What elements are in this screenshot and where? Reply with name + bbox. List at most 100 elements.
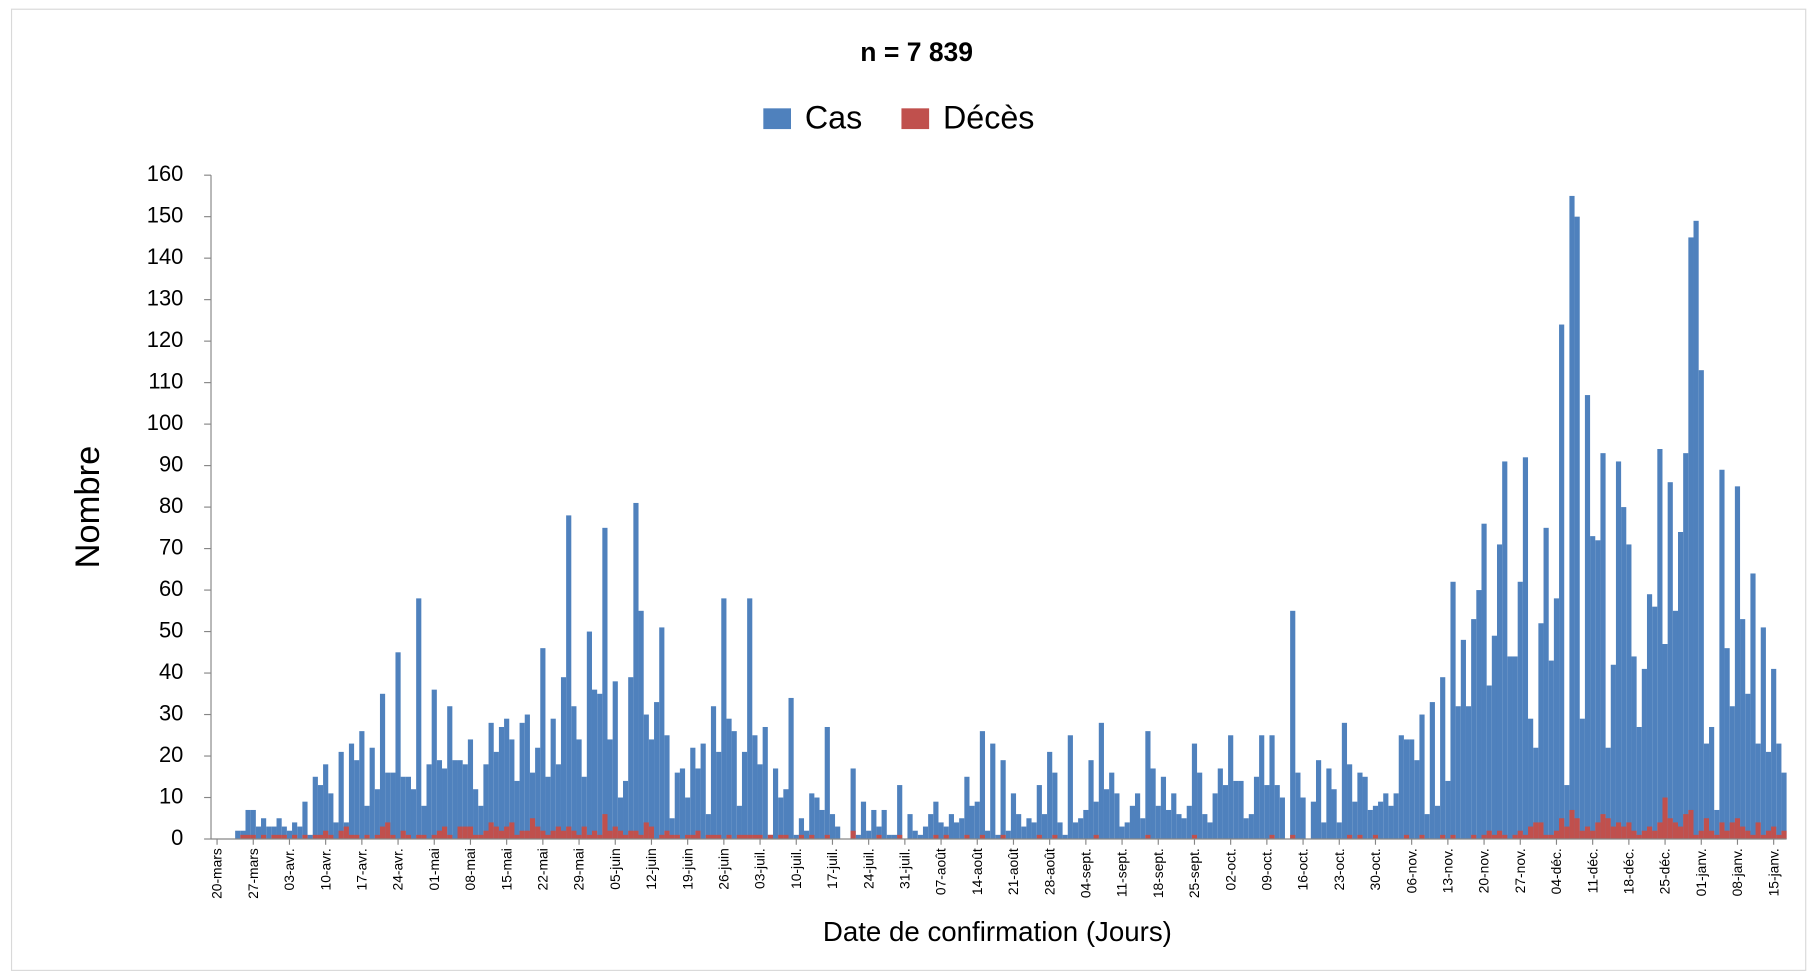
- bar: [555, 826, 561, 840]
- bar: [385, 822, 391, 840]
- bar: [271, 834, 277, 840]
- bar: [1000, 834, 1006, 840]
- bar: [1636, 726, 1642, 840]
- bar: [648, 739, 655, 840]
- bar: [1765, 830, 1772, 840]
- bar: [1212, 793, 1218, 840]
- bar: [1067, 735, 1073, 840]
- bar: [1295, 772, 1301, 840]
- bar: [348, 743, 355, 840]
- bar: [323, 764, 329, 840]
- bar: [824, 726, 830, 840]
- bar: [369, 747, 375, 840]
- bar: [457, 760, 463, 840]
- bar: [535, 826, 541, 840]
- bar: [250, 809, 256, 840]
- x-tick-label: 31-juil.: [896, 848, 912, 889]
- bar: [804, 830, 810, 840]
- bar: [473, 834, 479, 840]
- bar: [374, 834, 380, 840]
- bar: [1109, 772, 1115, 840]
- bar: [1760, 834, 1766, 840]
- bar: [1000, 760, 1006, 840]
- bar: [1781, 772, 1787, 840]
- bar: [1755, 743, 1761, 840]
- bar: [576, 739, 582, 840]
- bar: [912, 830, 918, 840]
- bar: [1388, 805, 1394, 840]
- bar: [798, 834, 805, 840]
- bar: [772, 768, 779, 840]
- bar: [442, 826, 448, 840]
- bar: [591, 689, 598, 840]
- bar: [1569, 809, 1575, 840]
- bar: [917, 834, 923, 840]
- bar: [1615, 822, 1622, 840]
- legend-swatch: [763, 108, 791, 130]
- bar: [1672, 822, 1678, 840]
- bar: [819, 809, 825, 840]
- bar: [498, 726, 505, 840]
- bar: [591, 830, 598, 840]
- bar: [943, 826, 949, 840]
- bar: [1667, 818, 1673, 840]
- bar: [1714, 834, 1720, 840]
- bar: [1621, 826, 1627, 840]
- bar: [317, 785, 324, 840]
- bar: [1471, 619, 1477, 840]
- bar: [597, 693, 603, 840]
- bar: [1657, 822, 1663, 840]
- bar: [447, 706, 453, 840]
- bar: [1538, 822, 1544, 840]
- bar: [571, 830, 577, 840]
- bar: [1481, 523, 1487, 840]
- bar: [809, 793, 815, 840]
- bar: [643, 714, 649, 840]
- bar: [1533, 822, 1539, 840]
- bar: [504, 718, 510, 840]
- bar: [736, 834, 742, 840]
- bar: [1662, 644, 1668, 840]
- bar: [1714, 809, 1720, 840]
- bar: [1259, 735, 1265, 840]
- bar: [731, 731, 737, 840]
- bar: [783, 834, 789, 840]
- y-axis-title: Nombre: [69, 446, 107, 569]
- bar: [483, 764, 489, 840]
- bar: [333, 822, 339, 840]
- bar: [312, 776, 318, 840]
- bar: [953, 822, 960, 840]
- bar: [1243, 818, 1249, 840]
- x-tick-label: 29-mai: [571, 848, 587, 890]
- bar: [1600, 453, 1606, 840]
- bar: [245, 834, 251, 840]
- bar: [835, 826, 841, 840]
- bar: [824, 834, 830, 840]
- bar: [1538, 623, 1544, 840]
- y-tick-label: 160: [147, 161, 184, 186]
- bar: [297, 826, 303, 840]
- bar: [1124, 822, 1130, 840]
- bar: [1176, 814, 1182, 840]
- bar: [1078, 818, 1084, 840]
- y-tick-label: 90: [159, 451, 183, 476]
- bar: [757, 834, 763, 840]
- bar: [1631, 656, 1637, 840]
- bar: [1522, 457, 1529, 840]
- x-tick-label: 16-oct.: [1295, 848, 1311, 890]
- bar: [866, 830, 872, 840]
- bar: [519, 830, 525, 840]
- bar: [1036, 834, 1042, 840]
- bar: [638, 610, 644, 840]
- bar: [876, 826, 882, 840]
- bar: [1724, 648, 1730, 840]
- bar: [1093, 801, 1099, 840]
- bar: [664, 735, 670, 840]
- x-tick-label: 10-avr.: [317, 848, 333, 890]
- bar: [871, 809, 877, 840]
- bar: [281, 826, 287, 840]
- bar: [1403, 834, 1410, 840]
- bar: [1352, 801, 1358, 840]
- bar: [560, 677, 567, 840]
- bar: [602, 814, 608, 840]
